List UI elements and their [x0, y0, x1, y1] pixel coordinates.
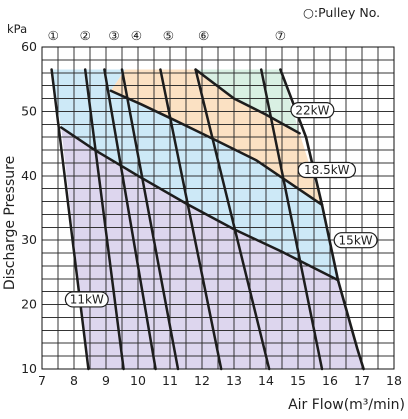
limit-curve-2 [109, 89, 324, 207]
x-tick-label: 18 [386, 373, 402, 388]
x-axis-title: Air Flow(m³/min) [288, 397, 405, 413]
power-label-1: 11kW [70, 293, 104, 307]
pulley-line-3 [103, 68, 157, 371]
y-tick-label: 60 [21, 39, 37, 54]
y-axis-unit-label: kPa [7, 22, 27, 36]
pulley-line-7 [259, 68, 324, 371]
power-label-3: 18.5kW [304, 163, 350, 177]
y-tick-label: 50 [21, 103, 37, 118]
power-region-1 [61, 127, 364, 369]
power-badge-3 [297, 161, 357, 179]
pulley-label: ③ [108, 28, 119, 43]
pulley-line-6 [194, 68, 271, 371]
pulley-line-4 [120, 68, 180, 371]
y-tick-label: 30 [21, 232, 37, 247]
y-axis-title: Discharge Pressure [2, 156, 18, 290]
limit-curve-3 [194, 68, 301, 135]
pulley-line-1 [50, 68, 90, 371]
x-tick-label: 12 [194, 373, 210, 388]
pulley-line-5 [159, 68, 223, 371]
x-tick-label: 15 [290, 373, 306, 388]
x-tick-label: 7 [38, 373, 46, 388]
pulley-label: ② [80, 28, 91, 43]
x-tick-label: 9 [102, 373, 110, 388]
y-tick-label: 20 [21, 297, 37, 312]
x-tick-label: 8 [70, 373, 78, 388]
x-tick-label: 17 [354, 373, 370, 388]
power-label-4: 22kW [295, 103, 329, 117]
tick-label-layer: 7 8 9 10 11 12 13 14 15 16 17 18 10 20 30 40 50 60 [21, 39, 402, 388]
power-badge-1 [64, 291, 109, 308]
pulley-label: ⑤ [163, 28, 174, 43]
curve-layer [50, 68, 365, 371]
power-badge-4 [290, 102, 335, 119]
y-tick-label: 40 [21, 168, 37, 183]
outer-boundary-line [279, 68, 365, 371]
power-label-2: 15kW [339, 233, 373, 247]
plot-border [41, 46, 395, 370]
x-tick-label: 16 [322, 373, 338, 388]
power-badge-2 [333, 232, 378, 249]
pulley-label: ① [48, 28, 59, 43]
pulley-label: ⑦ [275, 28, 286, 43]
pulley-legend: ○:Pulley No. [303, 5, 380, 20]
x-tick-label: 13 [226, 373, 242, 388]
pulley-label: ⑥ [198, 28, 209, 43]
x-tick-label: 14 [258, 373, 274, 388]
pulley-line-2 [83, 68, 125, 371]
x-tick-label: 11 [162, 373, 178, 388]
y-tick-label: 10 [21, 361, 37, 376]
x-tick-label: 10 [130, 373, 146, 388]
pulley-label: ④ [131, 28, 142, 43]
power-badge-layer: 11kW 15kW 18.5kW 22kW [64, 102, 378, 308]
